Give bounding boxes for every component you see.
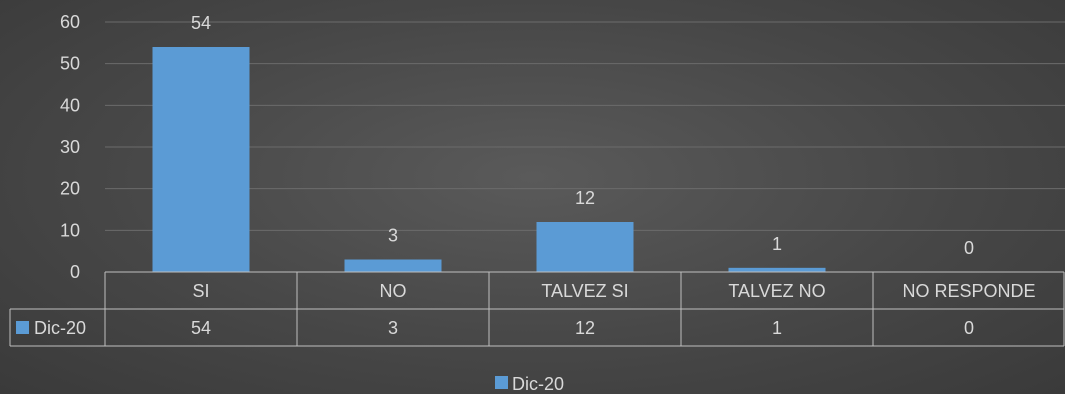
bar — [536, 222, 634, 272]
data-label: 12 — [575, 188, 595, 208]
table-value: 54 — [191, 318, 211, 338]
y-tick-label: 50 — [60, 54, 80, 74]
data-labels: 54 3 12 1 0 — [191, 13, 974, 258]
y-tick-label: 30 — [60, 137, 80, 157]
y-tick-label: 40 — [60, 95, 80, 115]
table-series-name: Dic-20 — [34, 318, 86, 338]
bar — [152, 47, 250, 272]
bar — [728, 267, 826, 272]
legend: Dic-20 — [495, 374, 564, 394]
bar-series — [152, 47, 826, 272]
data-label: 54 — [191, 13, 211, 33]
y-tick-label: 0 — [70, 262, 80, 282]
table-value: 1 — [772, 318, 782, 338]
table-value: 0 — [964, 318, 974, 338]
table-value: 3 — [388, 318, 398, 338]
category-label: NO RESPONDE — [902, 281, 1035, 301]
category-label: NO — [380, 281, 407, 301]
category-label: TALVEZ NO — [728, 281, 825, 301]
data-label: 3 — [388, 226, 398, 246]
data-label: 1 — [772, 234, 782, 254]
y-tick-label: 60 — [60, 12, 80, 32]
table-value: 12 — [575, 318, 595, 338]
legend-label: Dic-20 — [512, 374, 564, 394]
gridlines — [105, 21, 1065, 231]
legend-swatch — [495, 376, 508, 389]
y-tick-label: 10 — [60, 220, 80, 240]
bar — [344, 259, 442, 272]
category-label: TALVEZ SI — [541, 281, 628, 301]
data-table: SI 54 NO 3 TALVEZ SI 12 TALVEZ NO 1 NO RESPONDE 0… — [9, 271, 1065, 347]
data-label: 0 — [964, 238, 974, 258]
table-legend-key — [16, 321, 29, 334]
y-axis-tick-labels: 0 10 20 30 40 50 60 — [60, 12, 80, 282]
category-label: SI — [192, 281, 209, 301]
y-tick-label: 20 — [60, 179, 80, 199]
